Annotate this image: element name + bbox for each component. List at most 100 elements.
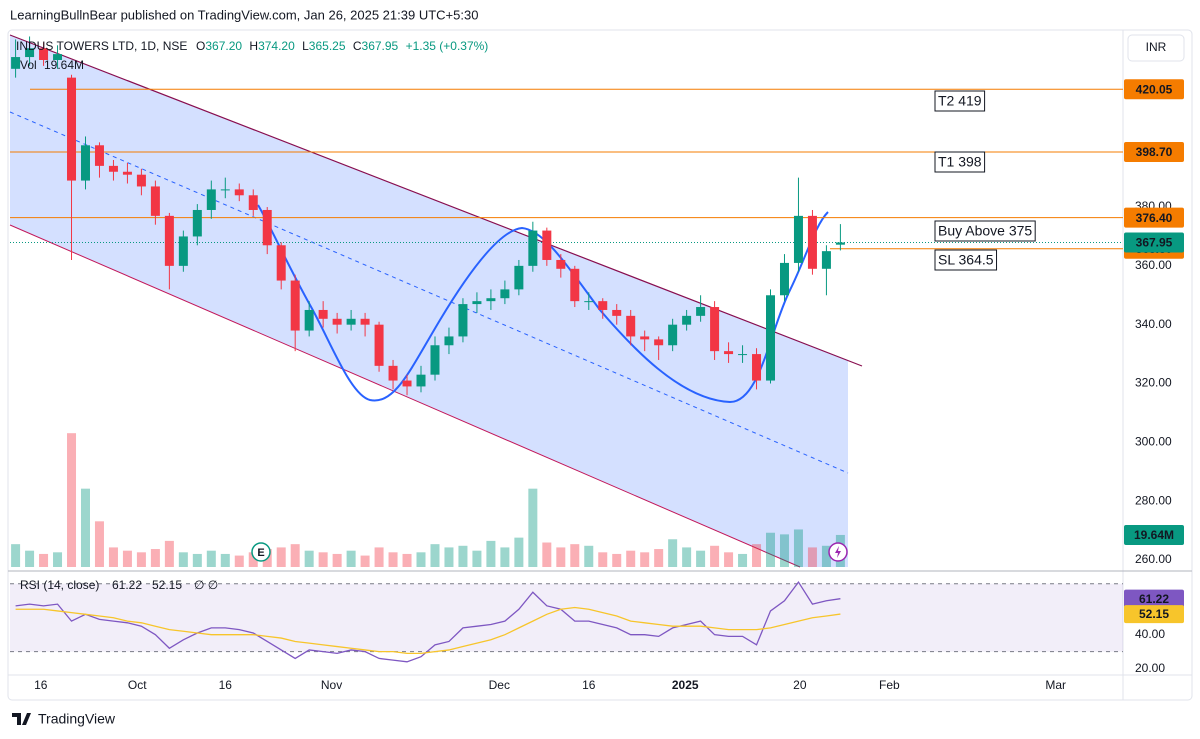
volume-bar xyxy=(192,553,202,567)
candle-body xyxy=(458,304,468,337)
candle-body xyxy=(835,242,845,245)
channel-upper xyxy=(9,34,863,367)
volume-bar xyxy=(332,553,342,567)
volume-bar xyxy=(94,521,104,567)
volume-bar xyxy=(80,488,90,567)
high-value: 374.20 xyxy=(258,39,295,53)
h: H xyxy=(249,39,258,53)
volume-bar xyxy=(598,552,608,567)
x-tick-label: 2025 xyxy=(672,678,699,692)
rsi-extra: ∅ ∅ xyxy=(194,578,218,592)
volume-bar xyxy=(360,555,370,567)
candle-body xyxy=(318,309,328,319)
candle-body xyxy=(598,301,608,310)
earnings-icon[interactable] xyxy=(251,542,271,562)
x-tick-label: 16 xyxy=(34,678,48,692)
annotation-text: T2 419 xyxy=(938,93,982,109)
rsi-ma-value: 52.15 xyxy=(152,578,182,592)
close-value: 367.95 xyxy=(362,39,399,53)
channel-mid xyxy=(9,111,849,474)
annotation-text: T1 398 xyxy=(938,154,982,170)
candle-body xyxy=(262,209,272,246)
candle-body xyxy=(752,354,762,381)
volume-bar xyxy=(542,542,552,567)
volume-bar xyxy=(654,549,664,567)
volume-bar xyxy=(178,552,188,567)
event-icon-bolt[interactable] xyxy=(835,546,841,558)
candle-body xyxy=(11,57,21,69)
candle-body xyxy=(276,245,286,281)
volume-bar xyxy=(612,553,622,567)
volume-bar xyxy=(779,534,789,567)
brand-logo xyxy=(12,713,31,725)
earnings-icon-letter[interactable]: E xyxy=(257,547,264,559)
o: O xyxy=(196,39,205,53)
candle-body xyxy=(654,339,664,346)
level-label: 376.40 xyxy=(1136,211,1173,225)
candle-body xyxy=(150,186,160,216)
volume-bar xyxy=(53,552,63,567)
last-price-label-bg xyxy=(1124,232,1184,253)
annotation-box xyxy=(934,220,1036,242)
candle-body xyxy=(332,318,342,325)
candle-body xyxy=(122,171,132,175)
volume-bar xyxy=(793,529,803,567)
candle-body xyxy=(67,77,77,181)
y-tick-label: 340.00 xyxy=(1135,317,1172,331)
candle-body xyxy=(416,374,426,387)
low-value: 365.25 xyxy=(309,39,346,53)
rsi-label-bg xyxy=(1124,589,1184,608)
volume-bar xyxy=(276,547,286,567)
rsi-title: RSI (14, close) xyxy=(20,578,99,592)
candle-body xyxy=(584,301,594,303)
candle-body xyxy=(178,236,188,266)
candle-body xyxy=(80,145,90,181)
candle-body xyxy=(514,265,524,290)
candle-body xyxy=(570,268,580,302)
candle-body xyxy=(807,215,817,269)
candle-body xyxy=(793,215,803,263)
currency[interactable]: INR xyxy=(1146,40,1167,54)
currency-button[interactable] xyxy=(1127,34,1185,62)
volume-name: Vol xyxy=(20,58,37,72)
annotation-text: SL 364.5 xyxy=(938,252,994,268)
volume-bar xyxy=(234,555,244,567)
y-tick-label: 360.00 xyxy=(1135,258,1172,272)
level-label: 398.70 xyxy=(1136,145,1173,159)
volume-bar xyxy=(290,544,300,567)
rsi-value: 61.22 xyxy=(112,578,142,592)
open-value: 367.20 xyxy=(205,39,242,53)
marks xyxy=(10,36,1123,663)
candle-body xyxy=(724,351,734,355)
volume-bar xyxy=(724,552,734,567)
volume-bar xyxy=(402,553,412,567)
y-tick-label: 300.00 xyxy=(1135,434,1172,448)
volume-bar xyxy=(766,532,776,567)
volume-bar xyxy=(528,488,538,567)
candle-body xyxy=(738,354,748,356)
volume-bar xyxy=(248,552,258,567)
volume-bar xyxy=(122,550,132,567)
x-tick-label: 16 xyxy=(219,678,233,692)
candle-body xyxy=(444,336,454,346)
y-tick-label: 280.00 xyxy=(1135,493,1172,507)
volume-bar xyxy=(25,550,35,567)
volume-bar xyxy=(821,545,831,567)
annotation-box xyxy=(934,151,986,173)
volume-bar xyxy=(416,552,426,567)
volume-bar xyxy=(556,547,566,567)
x-tick-label: Mar xyxy=(1045,678,1066,692)
volume-bar xyxy=(374,547,384,567)
volume-bar xyxy=(500,547,510,567)
candle-body xyxy=(374,324,384,366)
candle-body xyxy=(290,280,300,331)
last-price-label: 367.95 xyxy=(1136,236,1173,250)
volume-bar xyxy=(220,553,230,567)
candle-body xyxy=(248,195,258,210)
candle-body xyxy=(53,54,63,60)
y-tick-label: 320.00 xyxy=(1135,376,1172,390)
channel-lower xyxy=(9,224,801,568)
candle-body xyxy=(39,48,49,60)
symbol-title: INDUS TOWERS LTD, 1D, NSE xyxy=(16,39,187,53)
